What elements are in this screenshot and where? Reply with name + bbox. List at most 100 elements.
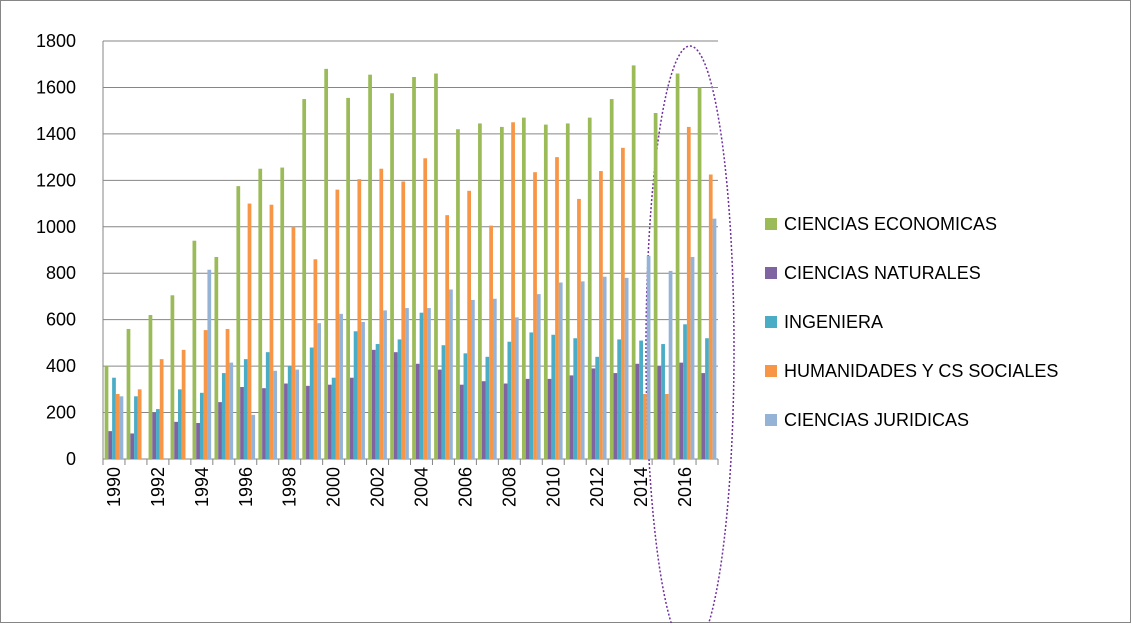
bar [668, 270, 673, 459]
bar [445, 215, 450, 459]
bar [152, 412, 157, 459]
bar [243, 359, 248, 459]
bar [119, 396, 124, 459]
bar [533, 172, 537, 459]
bar [199, 392, 204, 459]
bar [463, 353, 468, 459]
bar [280, 167, 285, 460]
y-tick-label: 400 [46, 356, 76, 376]
bar [393, 352, 398, 459]
bar [595, 356, 600, 459]
bar [617, 339, 622, 459]
bar [712, 218, 717, 459]
bar [349, 377, 354, 459]
y-tick-label: 0 [66, 449, 76, 469]
bar [371, 349, 376, 459]
x-tick-label: 2014 [631, 467, 651, 507]
bar [324, 68, 329, 459]
bar [489, 225, 493, 459]
bar [159, 359, 164, 459]
bar [379, 168, 384, 459]
bar [335, 189, 340, 459]
y-tick-label: 1600 [36, 77, 76, 97]
bar [613, 373, 618, 459]
bar [481, 381, 486, 459]
bar [207, 269, 212, 459]
y-tick-label: 1000 [36, 217, 76, 237]
bar [148, 315, 153, 459]
bar [635, 363, 640, 459]
bar [437, 369, 442, 459]
x-tick-label: 1994 [192, 467, 212, 507]
bar [265, 352, 270, 459]
bar [368, 74, 372, 459]
bar [456, 129, 460, 459]
bar [587, 117, 592, 459]
bar [331, 377, 336, 459]
bar [555, 157, 559, 459]
bar [353, 331, 358, 459]
bar [240, 387, 244, 459]
bar [229, 362, 234, 459]
bar [653, 112, 658, 459]
bar [390, 93, 394, 459]
bar [441, 345, 446, 459]
bar [679, 362, 684, 459]
x-tick-label: 1996 [236, 467, 256, 507]
bar [686, 126, 691, 459]
x-tick-label: 2002 [368, 467, 388, 507]
bar [573, 338, 578, 459]
bar [507, 341, 512, 459]
bar [170, 295, 175, 459]
bar [405, 308, 409, 459]
bar [104, 366, 109, 459]
y-tick-label: 1800 [36, 31, 76, 51]
bar [565, 123, 570, 459]
bar [181, 349, 186, 459]
legend-label: HUMANIDADES Y CS SOCIALES [784, 361, 1058, 381]
bar [664, 393, 669, 459]
bar [291, 226, 296, 459]
bar [269, 204, 274, 459]
bar [434, 73, 438, 459]
bar [701, 373, 706, 459]
x-tick-label: 2004 [411, 467, 431, 507]
bar [397, 339, 402, 459]
bar [221, 373, 226, 459]
bar [543, 124, 548, 459]
bar [661, 344, 665, 459]
y-tick-label: 800 [46, 263, 76, 283]
bar [218, 402, 222, 459]
bar [156, 409, 160, 459]
bar [247, 203, 252, 459]
bar [419, 312, 424, 459]
bar [225, 328, 230, 459]
x-tick-label: 2016 [675, 467, 695, 507]
bar [306, 385, 310, 459]
legend-label: CIENCIAS ECONOMICAS [784, 214, 997, 234]
bar [339, 313, 343, 459]
bar [569, 375, 574, 459]
x-tick-label: 2010 [543, 467, 563, 507]
legend-label: INGENIERA [784, 312, 883, 332]
bar [214, 256, 219, 459]
bar [126, 328, 131, 459]
bar [467, 190, 472, 460]
bar [621, 147, 625, 460]
bar [536, 294, 541, 459]
bar [302, 99, 307, 460]
bar [178, 389, 182, 459]
bar [471, 299, 475, 459]
bar [521, 117, 526, 459]
legend-swatch [765, 414, 777, 426]
highlight-ellipse [645, 45, 735, 628]
bar [449, 289, 453, 459]
bar [415, 363, 420, 459]
bar [357, 179, 362, 459]
legend-swatch [765, 316, 777, 328]
bar [313, 259, 318, 459]
bar [558, 282, 563, 459]
bar [196, 423, 200, 459]
bar [108, 431, 113, 459]
